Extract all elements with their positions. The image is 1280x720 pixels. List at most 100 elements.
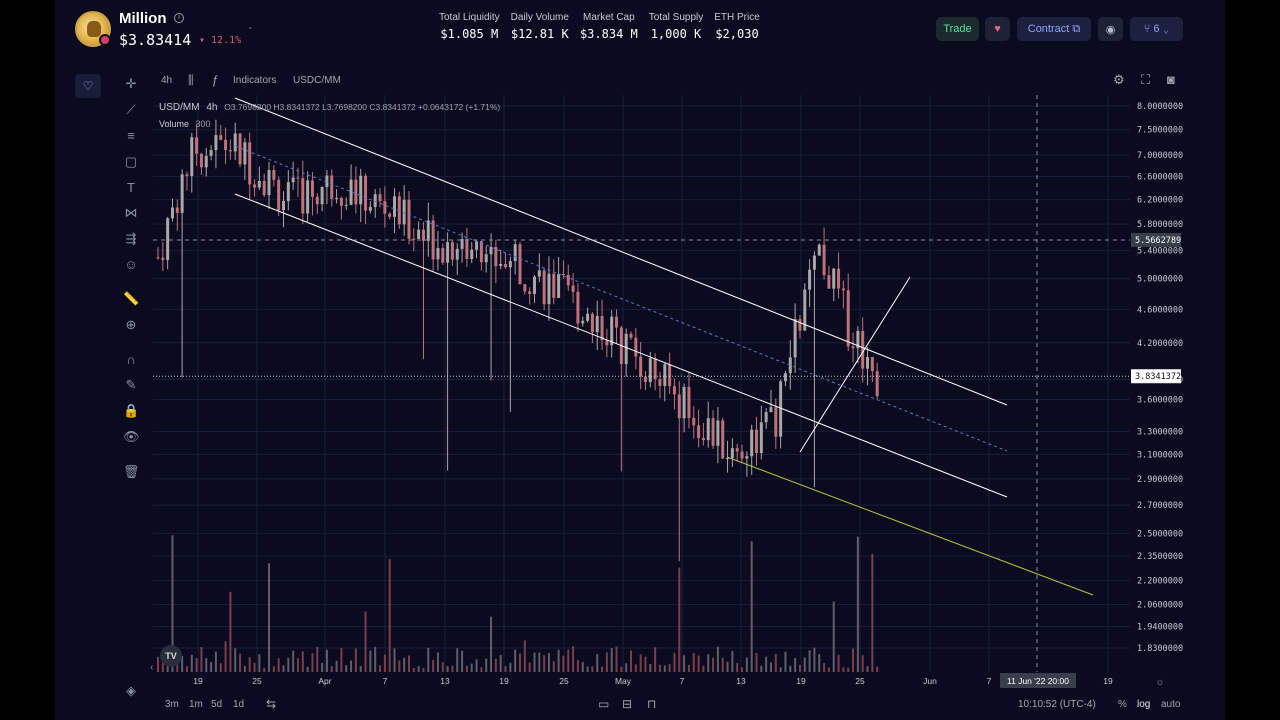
- lock-icon[interactable]: 🔒: [123, 403, 140, 418]
- text-icon[interactable]: T: [127, 180, 135, 195]
- magnet-icon[interactable]: ∩: [126, 352, 136, 367]
- rectangle-icon[interactable]: ▢: [124, 154, 138, 169]
- candle-body: [320, 186, 324, 205]
- emoji-icon[interactable]: ☺: [124, 257, 138, 272]
- candle-body: [330, 175, 334, 199]
- candle-body: [465, 239, 469, 259]
- candle-body: [701, 438, 705, 441]
- candle-body: [755, 429, 759, 453]
- info-icon[interactable]: i: [174, 13, 184, 23]
- volume-bar: [552, 661, 555, 672]
- fullscreen-icon[interactable]: ⛶: [1141, 72, 1151, 87]
- interval-button[interactable]: 4h: [161, 75, 173, 86]
- fib-icon[interactable]: ≡: [127, 128, 135, 143]
- candle-body: [643, 376, 647, 382]
- candle-body: [426, 220, 430, 241]
- candle-body: [281, 201, 285, 211]
- upper-channel-line: [234, 97, 1008, 406]
- volume-bar: [856, 536, 859, 672]
- percent-toggle[interactable]: %: [1118, 699, 1127, 710]
- volume-bar: [692, 652, 695, 672]
- volume-bar: [745, 657, 748, 672]
- volume-bar: [610, 648, 613, 672]
- log-toggle[interactable]: log: [1137, 699, 1151, 710]
- explorer-globe-icon[interactable]: ◉: [1098, 17, 1123, 41]
- candle-body: [615, 316, 619, 328]
- volume-bar: [306, 666, 309, 672]
- layout-split-icon[interactable]: ⊟: [622, 697, 633, 711]
- price-chart[interactable]: 8.0000000 7.5000000 7.0000000 6.6000000 6.20…: [55, 0, 1225, 692]
- camera-icon[interactable]: ◙: [1167, 72, 1175, 87]
- clock[interactable]: 10:10:52 (UTC-4): [1018, 699, 1096, 710]
- candle-body: [479, 241, 483, 263]
- contract-button[interactable]: Contract ⧉: [1017, 17, 1091, 41]
- stay-drawing-icon[interactable]: ✎: [125, 377, 137, 392]
- zoom-in-icon[interactable]: ⊕: [125, 317, 137, 332]
- volume-bar: [861, 655, 864, 672]
- candle-body: [870, 357, 874, 372]
- candle-body: [779, 381, 783, 437]
- price-tick-label: 2.2000000: [1137, 576, 1183, 586]
- trendline-icon[interactable]: ⟋: [126, 102, 136, 117]
- volume-bar: [687, 664, 690, 672]
- volume-bar: [185, 666, 188, 672]
- price-tick-label: 2.3500000: [1137, 552, 1183, 562]
- volume-bar: [374, 646, 377, 672]
- forecast-icon[interactable]: ⇶: [125, 231, 137, 246]
- price-tick-label: 2.0600000: [1137, 601, 1183, 611]
- indicators-icon[interactable]: ƒ: [212, 73, 219, 87]
- watchlist-heart-icon[interactable]: ♡: [75, 74, 101, 98]
- candle-body: [557, 274, 561, 298]
- candle-body: [721, 420, 725, 459]
- candle-body: [677, 394, 681, 419]
- candle-body: [590, 313, 594, 333]
- layout-icon[interactable]: ▭: [598, 697, 610, 711]
- layout-panel-icon[interactable]: ⊓: [647, 697, 657, 711]
- volume-bar: [678, 567, 681, 672]
- crosshair-icon[interactable]: ✛: [125, 76, 137, 91]
- candle-body: [175, 207, 179, 213]
- chevron-down-icon[interactable]: ⌄: [247, 22, 254, 31]
- range-1d[interactable]: 1d: [233, 699, 245, 710]
- volume-bar: [741, 667, 744, 672]
- ruler-icon[interactable]: 📏: [123, 291, 140, 306]
- candle-body: [267, 170, 271, 196]
- tradingview-logo[interactable]: TV: [160, 645, 182, 667]
- settings-gear-icon[interactable]: ⚙: [1113, 72, 1125, 87]
- volume-bar: [403, 657, 406, 672]
- eye-icon[interactable]: 👁: [123, 429, 140, 444]
- volume-bar: [586, 666, 589, 672]
- volume-legend: Volume 300: [159, 119, 211, 129]
- goto-date-icon[interactable]: ⇆: [266, 697, 277, 711]
- stat-value: $2,030: [715, 27, 759, 41]
- auto-toggle[interactable]: auto: [1161, 699, 1181, 710]
- price-tick-label: 3.6000000: [1137, 395, 1183, 405]
- candle-body: [610, 316, 614, 346]
- candle-body: [769, 407, 773, 413]
- range-1m[interactable]: 1m: [189, 699, 203, 710]
- candle-style-icon[interactable]: ⫼: [188, 73, 194, 87]
- volume-bar: [639, 654, 642, 672]
- layers-icon[interactable]: ◈: [126, 683, 136, 698]
- range-5d[interactable]: 5d: [211, 699, 223, 710]
- time-tick-label: 19: [193, 676, 203, 686]
- candle-body: [315, 196, 319, 205]
- candle-body: [668, 364, 672, 387]
- volume-bar: [601, 666, 604, 672]
- trash-icon[interactable]: 🗑: [123, 464, 140, 479]
- volume-bar: [166, 664, 169, 672]
- volume-bar: [533, 652, 536, 672]
- token-price: $3.83414: [119, 31, 192, 49]
- candle-body: [368, 207, 372, 211]
- pairs-count-button[interactable]: ⑂ 6 ⌄: [1130, 17, 1183, 41]
- trade-button[interactable]: Trade: [936, 17, 979, 41]
- range-3m[interactable]: 3m: [165, 699, 179, 710]
- indicators-button[interactable]: Indicators: [233, 75, 277, 86]
- volume-bar: [490, 616, 493, 672]
- candle-body: [832, 268, 836, 289]
- favorite-heart-icon[interactable]: ♥: [985, 17, 1010, 41]
- pattern-icon[interactable]: ⋈: [124, 205, 138, 220]
- candle-body: [861, 330, 865, 369]
- pair-label[interactable]: USDC/MM: [293, 75, 341, 86]
- price-tick-label: 1.9400000: [1137, 623, 1183, 633]
